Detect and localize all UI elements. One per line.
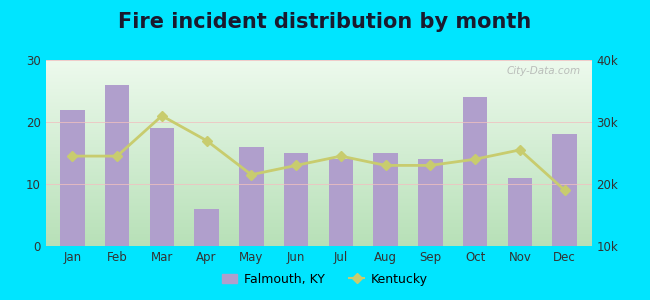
Bar — [150, 128, 174, 246]
Bar — [373, 153, 398, 246]
Bar — [418, 159, 443, 246]
Text: Fire incident distribution by month: Fire incident distribution by month — [118, 12, 532, 32]
Bar — [284, 153, 309, 246]
Bar — [194, 209, 219, 246]
Bar — [552, 134, 577, 246]
Bar — [105, 85, 129, 246]
Text: City-Data.com: City-Data.com — [506, 66, 580, 76]
Bar — [328, 159, 353, 246]
Legend: Falmouth, KY, Kentucky: Falmouth, KY, Kentucky — [217, 268, 433, 291]
Bar — [60, 110, 84, 246]
Bar — [463, 97, 488, 246]
Bar — [508, 178, 532, 246]
Bar — [239, 147, 264, 246]
